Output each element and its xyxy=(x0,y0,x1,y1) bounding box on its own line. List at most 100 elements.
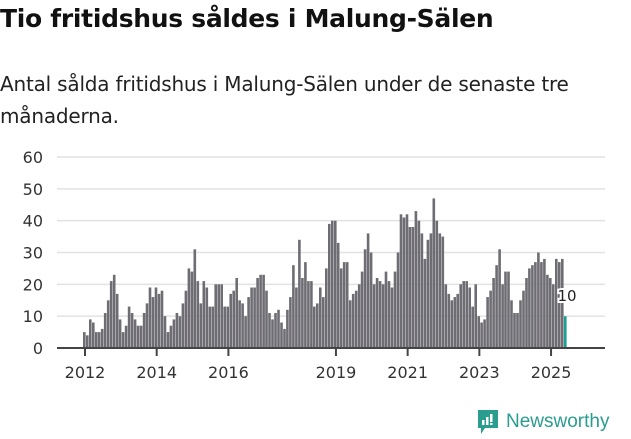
bar xyxy=(420,233,424,348)
bar xyxy=(247,297,250,348)
bar xyxy=(184,290,188,348)
bar xyxy=(325,268,328,348)
bar xyxy=(510,300,513,349)
bar xyxy=(561,258,564,348)
bar xyxy=(426,239,430,348)
bar xyxy=(396,252,400,348)
bar xyxy=(277,309,280,348)
bar xyxy=(199,303,203,348)
bar xyxy=(313,306,316,348)
bar xyxy=(462,281,465,348)
bar xyxy=(187,268,191,348)
bar xyxy=(235,278,238,348)
bar xyxy=(357,284,361,348)
bar xyxy=(384,271,388,348)
bar xyxy=(549,278,552,348)
bar xyxy=(100,328,104,348)
bar xyxy=(92,322,95,348)
bar xyxy=(435,220,439,348)
bar xyxy=(86,335,89,348)
bar xyxy=(414,211,418,348)
bar xyxy=(381,284,385,348)
bar xyxy=(124,325,128,348)
bar xyxy=(429,233,433,348)
bar xyxy=(121,332,125,348)
bar xyxy=(250,287,253,348)
annotation-label: 10 xyxy=(557,287,576,305)
x-tick-label: 2016 xyxy=(208,363,249,382)
bar xyxy=(112,274,116,348)
bar xyxy=(498,249,501,348)
bar xyxy=(208,306,212,348)
bar xyxy=(477,316,480,348)
bar xyxy=(169,325,173,348)
bar xyxy=(360,271,364,348)
bar xyxy=(97,332,101,348)
bars xyxy=(83,198,567,349)
bar xyxy=(256,278,259,348)
bar xyxy=(468,287,471,348)
bar xyxy=(366,233,370,348)
bar xyxy=(534,262,537,348)
bar xyxy=(393,271,397,348)
bar xyxy=(390,287,394,348)
bar xyxy=(492,278,495,348)
bar xyxy=(145,303,149,348)
bar xyxy=(453,297,457,348)
bar xyxy=(537,252,540,348)
bar xyxy=(118,319,122,348)
bar xyxy=(546,274,549,348)
bar xyxy=(339,268,343,348)
bar xyxy=(363,249,367,348)
bar xyxy=(301,278,304,348)
bar xyxy=(507,271,510,348)
bar xyxy=(369,252,373,348)
bar xyxy=(441,236,445,348)
bar xyxy=(148,287,152,348)
bar xyxy=(214,284,217,348)
bar xyxy=(103,313,107,348)
bar xyxy=(471,306,474,348)
bar xyxy=(232,290,235,348)
bar xyxy=(552,284,555,348)
bar xyxy=(274,313,277,348)
bar xyxy=(223,306,226,348)
bar xyxy=(372,284,376,348)
bar xyxy=(115,293,119,348)
bar xyxy=(265,290,268,348)
bar xyxy=(160,290,164,348)
bar xyxy=(154,287,158,348)
bar xyxy=(226,306,229,348)
bar xyxy=(89,319,92,348)
bar xyxy=(253,287,256,348)
bar xyxy=(432,198,436,348)
bar xyxy=(229,293,232,348)
bar xyxy=(438,233,442,348)
bar xyxy=(202,281,206,348)
bar xyxy=(525,278,528,348)
bar xyxy=(106,300,110,349)
bar xyxy=(109,281,113,348)
bar xyxy=(286,309,289,348)
bar xyxy=(217,284,220,348)
bar xyxy=(136,325,140,348)
bar xyxy=(166,332,170,348)
bar xyxy=(133,319,137,348)
newsworthy-icon xyxy=(478,410,498,434)
x-axis-labels: 2012 2014 2016 2019 2021 2023 2025 xyxy=(65,348,571,382)
bar xyxy=(474,284,477,348)
bar xyxy=(95,332,98,348)
bar xyxy=(175,313,179,348)
chart-title: Tio fritidshus såldes i Malung-Sälen xyxy=(0,4,494,33)
bar xyxy=(83,332,86,348)
bar xyxy=(289,297,292,348)
bar xyxy=(504,271,507,348)
bar xyxy=(402,217,406,348)
bar xyxy=(354,290,358,348)
bar xyxy=(408,227,412,348)
bar xyxy=(519,300,522,349)
bar xyxy=(181,303,185,348)
newsworthy-logo: Newsworthy xyxy=(476,408,609,436)
bar xyxy=(513,313,516,348)
bar xyxy=(163,316,167,348)
